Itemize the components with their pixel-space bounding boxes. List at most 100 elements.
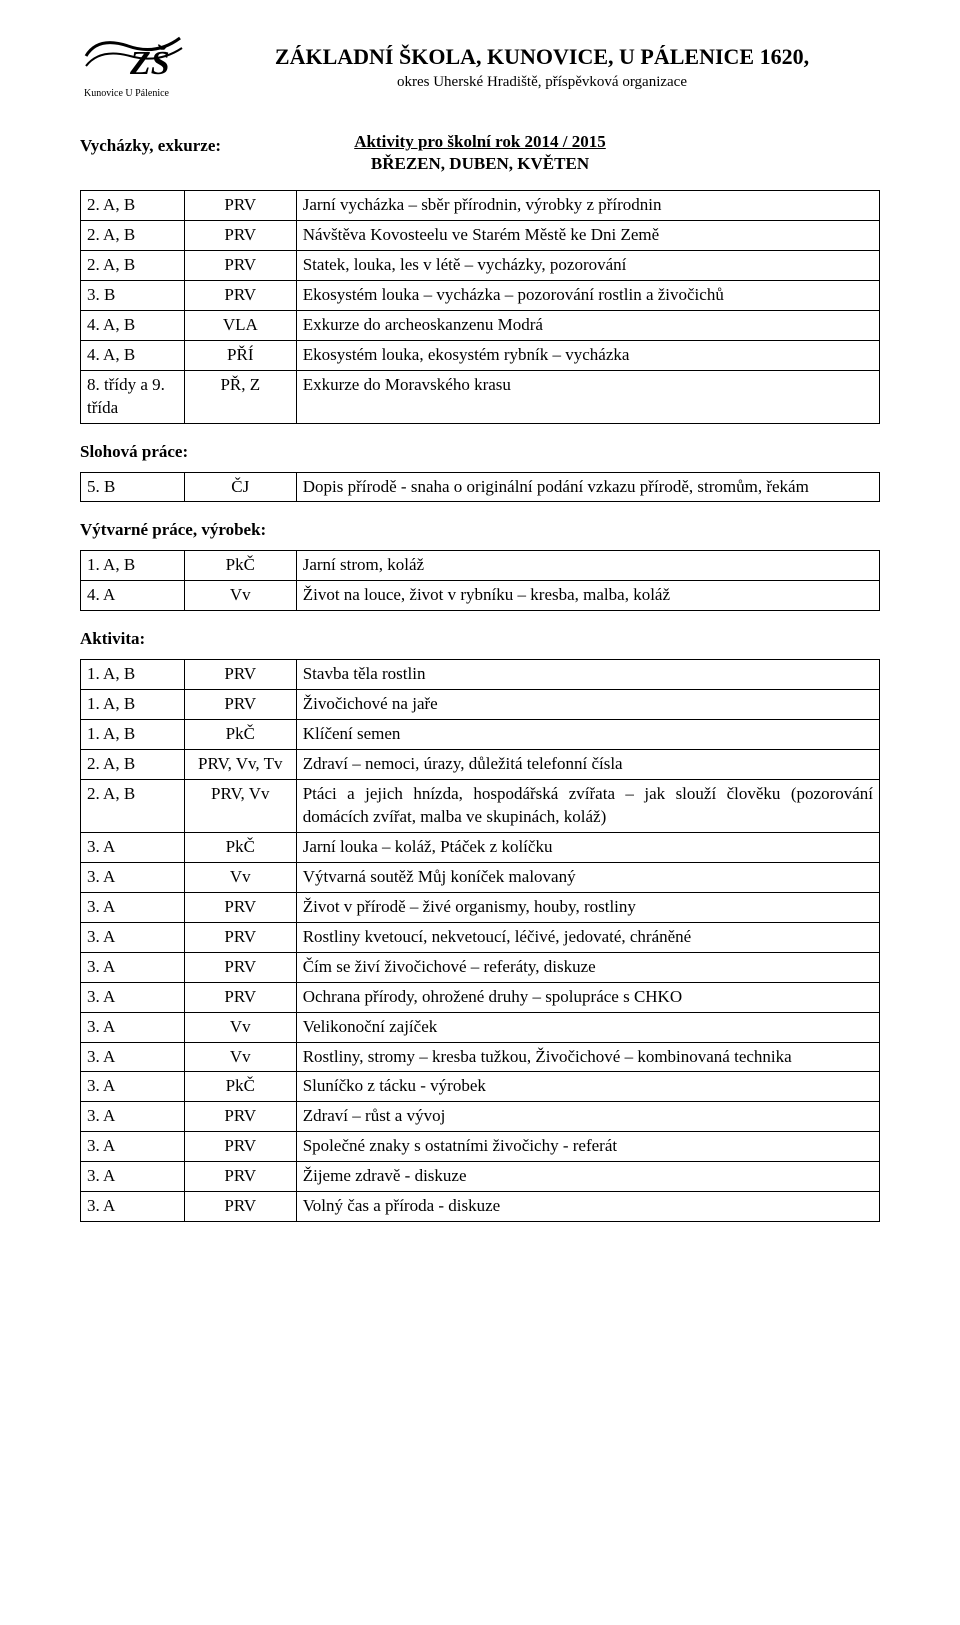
table-row: 3. APRVRostliny kvetoucí, nekvetoucí, lé… [81,922,880,952]
table-row: 1. A, BPRVStavba těla rostlin [81,660,880,690]
cell-class: 3. A [81,982,185,1012]
cell-class: 1. A, B [81,690,185,720]
section-activity-label: Aktivita: [80,629,880,649]
cell-description: Ochrana přírody, ohrožené druhy – spolup… [296,982,879,1012]
header-texts: ZÁKLADNÍ ŠKOLA, KUNOVICE, U PÁLENICE 162… [204,42,880,91]
table-row: 3. AVvRostliny, stromy – kresba tužkou, … [81,1042,880,1072]
trips-table: 2. A, BPRVJarní vycházka – sběr přírodni… [80,190,880,424]
cell-description: Výtvarná soutěž Můj koníček malovaný [296,862,879,892]
cell-description: Ptáci a jejich hnízda, hospodářská zvířa… [296,780,879,833]
cell-class: 3. A [81,1102,185,1132]
cell-subject: ČJ [184,472,296,502]
cell-description: Klíčení semen [296,720,879,750]
cell-description: Jarní strom, koláž [296,551,879,581]
cell-class: 2. A, B [81,250,185,280]
cell-class: 5. B [81,472,185,502]
table-row: 3. APRVŽijeme zdravě - diskuze [81,1162,880,1192]
cell-class: 3. A [81,1072,185,1102]
table-row: 1. A, BPRVŽivočichové na jaře [81,690,880,720]
logo-caption: Kunovice U Pálenice [84,88,170,99]
cell-class: 3. A [81,1042,185,1072]
cell-subject: VLA [184,310,296,340]
cell-subject: PRV [184,1192,296,1222]
cell-class: 2. A, B [81,220,185,250]
cell-subject: PRV [184,220,296,250]
cell-description: Život na louce, život v rybníku – kresba… [296,581,879,611]
table-row: 3. AVvVýtvarná soutěž Můj koníček malova… [81,862,880,892]
cell-subject: PŘ, Z [184,370,296,423]
cell-subject: PRV [184,1162,296,1192]
cell-description: Zdraví – růst a vývoj [296,1102,879,1132]
cell-description: Statek, louka, les v létě – vycházky, po… [296,250,879,280]
cell-class: 2. A, B [81,780,185,833]
cell-class: 3. A [81,1132,185,1162]
table-row: 3. APRVSpolečné znaky s ostatními živoči… [81,1132,880,1162]
school-name: ZÁKLADNÍ ŠKOLA, KUNOVICE, U PÁLENICE 162… [204,44,880,70]
table-row: 3. APRVZdraví – růst a vývoj [81,1102,880,1132]
cell-class: 2. A, B [81,750,185,780]
cell-subject: PRV, Vv, Tv [184,750,296,780]
cell-subject: Vv [184,1042,296,1072]
cell-description: Ekosystém louka, ekosystém rybník – vych… [296,340,879,370]
cell-class: 1. A, B [81,551,185,581]
table-row: 3. APRVČím se živí živočichové – referát… [81,952,880,982]
cell-description: Společné znaky s ostatními živočichy - r… [296,1132,879,1162]
cell-description: Rostliny, stromy – kresba tužkou, Živoči… [296,1042,879,1072]
cell-subject: PkČ [184,551,296,581]
cell-subject: PkČ [184,720,296,750]
cell-subject: PRV [184,1102,296,1132]
table-row: 3. APkČSluníčko z tácku - výrobek [81,1072,880,1102]
table-row: 5. BČJDopis přírodě - snaha o originální… [81,472,880,502]
cell-description: Exkurze do archeoskanzenu Modrá [296,310,879,340]
cell-description: Sluníčko z tácku - výrobek [296,1072,879,1102]
cell-description: Rostliny kvetoucí, nekvetoucí, léčivé, j… [296,922,879,952]
table-row: 4. AVvŽivot na louce, život v rybníku – … [81,581,880,611]
cell-class: 1. A, B [81,660,185,690]
art-table: 1. A, BPkČJarní strom, koláž4. AVvŽivot … [80,550,880,611]
cell-description: Jarní vycházka – sběr přírodnin, výrobky… [296,191,879,221]
cell-subject: PRV [184,250,296,280]
svg-text:ZŠ: ZŠ [129,44,170,82]
table-row: 3. APRVVolný čas a příroda - diskuze [81,1192,880,1222]
cell-class: 2. A, B [81,191,185,221]
cell-description: Dopis přírodě - snaha o originální podán… [296,472,879,502]
cell-class: 1. A, B [81,720,185,750]
cell-class: 3. A [81,862,185,892]
page: ZŠ Kunovice U Pálenice ZÁKLADNÍ ŠKOLA, K… [0,0,960,1252]
cell-subject: PRV [184,191,296,221]
cell-class: 3. A [81,832,185,862]
cell-subject: PRV [184,892,296,922]
essay-table: 5. BČJDopis přírodě - snaha o originální… [80,472,880,503]
cell-subject: PRV [184,982,296,1012]
cell-description: Velikonoční zajíček [296,1012,879,1042]
section-essay-label: Slohová práce: [80,442,880,462]
table-row: 3. APRVŽivot v přírodě – živé organismy,… [81,892,880,922]
cell-class: 3. A [81,922,185,952]
cell-class: 4. A, B [81,310,185,340]
table-row: 1. A, BPkČJarní strom, koláž [81,551,880,581]
cell-subject: PŘÍ [184,340,296,370]
cell-class: 3. A [81,952,185,982]
cell-description: Živočichové na jaře [296,690,879,720]
cell-class: 3. A [81,892,185,922]
cell-subject: Vv [184,862,296,892]
cell-description: Volný čas a příroda - diskuze [296,1192,879,1222]
cell-subject: PRV [184,922,296,952]
cell-subject: PkČ [184,832,296,862]
cell-description: Čím se živí živočichové – referáty, disk… [296,952,879,982]
cell-subject: PRV [184,280,296,310]
cell-description: Návštěva Kovosteelu ve Starém Městě ke D… [296,220,879,250]
document-header: ZŠ Kunovice U Pálenice ZÁKLADNÍ ŠKOLA, K… [80,30,880,102]
cell-subject: PRV, Vv [184,780,296,833]
table-row: 1. A, BPkČKlíčení semen [81,720,880,750]
cell-subject: PRV [184,690,296,720]
cell-class: 4. A [81,581,185,611]
cell-subject: Vv [184,581,296,611]
table-row: 3. APkČJarní louka – koláž, Ptáček z kol… [81,832,880,862]
cell-description: Exkurze do Moravského krasu [296,370,879,423]
cell-subject: PRV [184,660,296,690]
cell-description: Život v přírodě – živé organismy, houby,… [296,892,879,922]
cell-subject: Vv [184,1012,296,1042]
cell-description: Stavba těla rostlin [296,660,879,690]
table-row: 4. A, BPŘÍEkosystém louka, ekosystém ryb… [81,340,880,370]
